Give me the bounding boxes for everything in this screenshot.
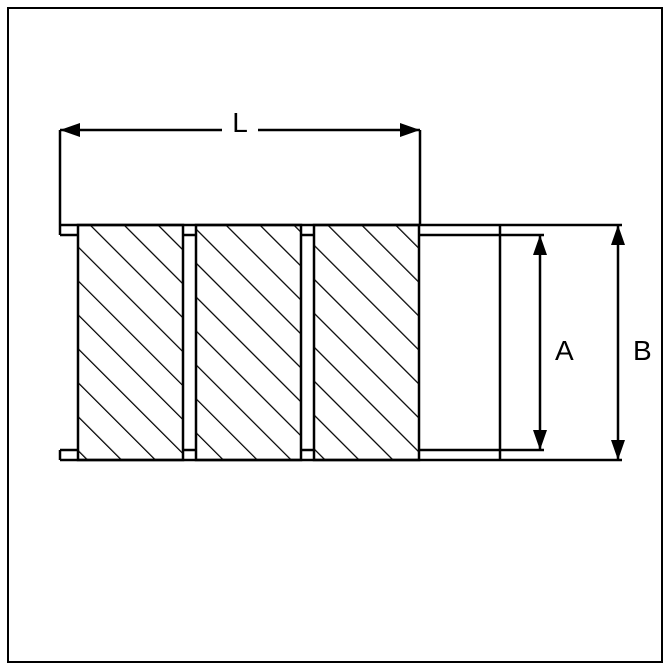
- part-drawing: [60, 225, 500, 460]
- dim-label-A: A: [555, 335, 574, 366]
- technical-diagram: L A B: [0, 0, 670, 670]
- dim-label-B: B: [633, 335, 652, 366]
- dim-label-L: L: [232, 107, 248, 138]
